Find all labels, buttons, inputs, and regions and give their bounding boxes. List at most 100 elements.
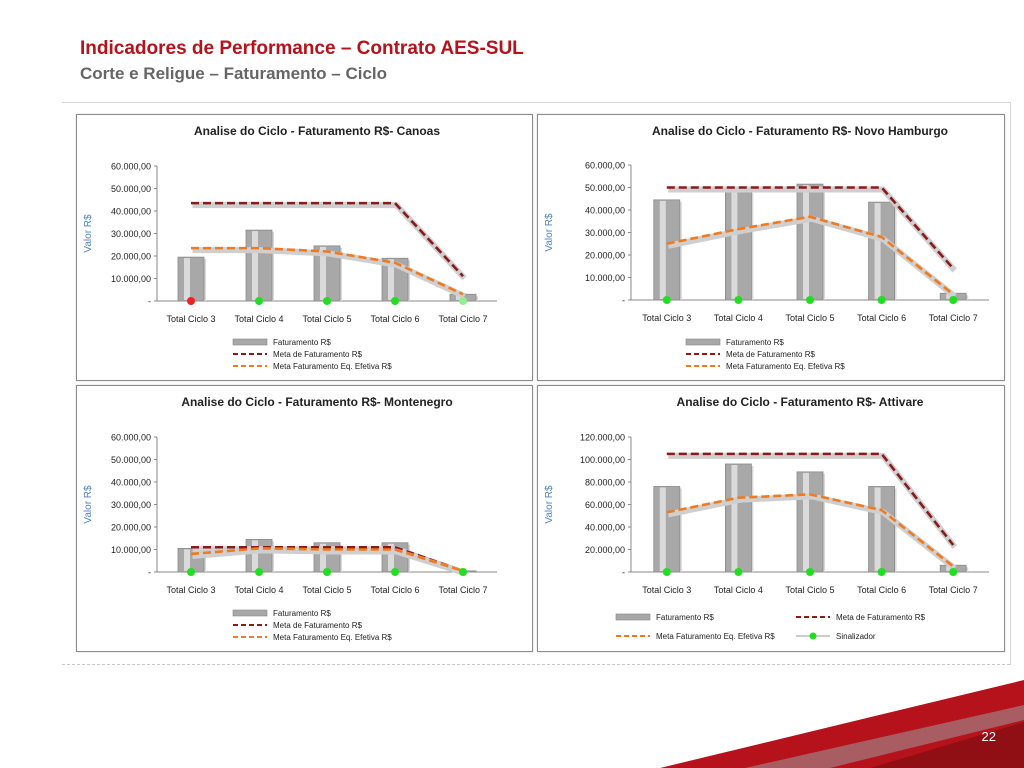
legend-item-label: Meta Faturamento Eq. Efetiva R$ <box>726 362 845 371</box>
line-meta-faturamento <box>191 201 464 278</box>
signal-marker <box>187 568 195 576</box>
y-tick-label: 20.000,00 <box>585 545 625 555</box>
bar-highlight <box>803 185 809 299</box>
legend-swatch-bar <box>615 613 651 621</box>
legend-swatch-marker <box>809 632 817 640</box>
y-tick-label: 60.000,00 <box>111 433 151 443</box>
chart-svg: Analise do Ciclo - Faturamento R$- Novo … <box>544 124 989 371</box>
legend-swatch-bar <box>232 338 268 346</box>
x-tick-label: Total Ciclo 6 <box>857 313 906 323</box>
legend-item-label: Meta de Faturamento R$ <box>836 613 925 622</box>
y-axis-label: Valor R$ <box>544 485 555 524</box>
legend-swatch-bar <box>685 338 721 346</box>
signal-marker <box>877 296 886 304</box>
line-meta-eq-efetiva <box>190 547 464 573</box>
bar-highlight <box>320 543 326 571</box>
y-tick-label: 50.000,00 <box>585 183 625 193</box>
bar-highlight <box>388 543 394 571</box>
signal-marker <box>391 297 399 305</box>
bar-highlight <box>456 295 462 300</box>
bar-highlight <box>803 472 809 571</box>
y-tick-label: 40.000,00 <box>111 478 151 488</box>
y-tick-label: 40.000,00 <box>585 206 625 216</box>
x-tick-label: Total Ciclo 4 <box>234 585 283 595</box>
y-tick-label: 80.000,00 <box>585 478 625 488</box>
y-tick-label: 20.000,00 <box>111 252 151 262</box>
y-tick-label: 100.000,00 <box>580 455 625 465</box>
y-tick-label: 30.000,00 <box>111 229 151 239</box>
bar-faturamento <box>724 463 752 573</box>
y-tick-label: 40.000,00 <box>111 207 151 217</box>
chart-title: Analise do Ciclo - Faturamento R$- Canoa… <box>194 124 440 138</box>
y-tick-label: 50.000,00 <box>111 184 151 194</box>
line-shadow <box>192 547 466 576</box>
legend-item-label: Faturamento R$ <box>273 609 331 618</box>
bar-faturamento <box>177 256 205 302</box>
signal-marker <box>734 568 743 576</box>
chart-title: Analise do Ciclo - Faturamento R$- Monte… <box>181 395 452 409</box>
bar-highlight <box>659 487 666 571</box>
x-tick-label: Total Ciclo 7 <box>438 314 487 324</box>
bar-highlight <box>252 231 258 300</box>
bar-faturamento <box>653 486 681 573</box>
y-tick-label: - <box>622 568 625 578</box>
line-meta-eq-efetiva <box>666 493 955 568</box>
chart-panel-attivare: Analise do Ciclo - Faturamento R$- Attiv… <box>537 385 1005 652</box>
line-meta-faturamento <box>191 545 464 573</box>
line-shadow <box>667 493 957 571</box>
x-tick-label: Total Ciclo 3 <box>166 314 215 324</box>
x-tick-label: Total Ciclo 3 <box>166 585 215 595</box>
legend-item-label: Faturamento R$ <box>656 613 714 622</box>
y-tick-label: 60.000,00 <box>111 162 151 172</box>
chart-title: Analise do Ciclo - Faturamento R$- Novo … <box>652 124 948 138</box>
signal-marker <box>662 296 671 304</box>
charts-area-frame <box>62 102 1011 665</box>
bar-faturamento <box>653 199 681 301</box>
line-shadow <box>192 202 467 281</box>
y-tick-label: - <box>622 296 625 306</box>
chart-svg: Analise do Ciclo - Faturamento R$- Attiv… <box>544 395 989 641</box>
y-axis-label: Valor R$ <box>544 213 555 252</box>
bar-highlight <box>184 549 190 571</box>
y-tick-label: - <box>148 297 151 307</box>
bar-faturamento <box>868 201 896 301</box>
y-tick-label: 40.000,00 <box>585 523 625 533</box>
bar-faturamento <box>796 183 824 301</box>
signal-marker <box>323 568 331 576</box>
bar-faturamento <box>796 471 824 573</box>
signal-marker <box>949 296 958 304</box>
legend-item-label: Meta Faturamento Eq. Efetiva R$ <box>273 362 392 371</box>
bar-faturamento <box>245 229 273 302</box>
x-tick-label: Total Ciclo 3 <box>642 313 691 323</box>
chart-svg: Analise do Ciclo - Faturamento R$- Canoa… <box>83 124 497 371</box>
bar-highlight <box>946 294 953 299</box>
legend-item-label: Meta de Faturamento R$ <box>273 621 362 630</box>
chart-panel-canoas: Analise do Ciclo - Faturamento R$- Canoa… <box>76 114 533 381</box>
dashed-divider <box>62 664 1010 665</box>
bar-highlight <box>388 259 394 300</box>
y-tick-label: 10.000,00 <box>111 274 151 284</box>
bar-highlight <box>946 566 953 571</box>
line-meta-eq-efetiva <box>191 246 464 296</box>
y-tick-label: 120.000,00 <box>580 433 625 443</box>
x-tick-label: Total Ciclo 6 <box>857 585 906 595</box>
y-axis-label: Valor R$ <box>83 214 94 253</box>
slide-title: Indicadores de Performance – Contrato AE… <box>80 38 524 59</box>
bar-highlight <box>252 540 258 571</box>
signal-marker <box>323 297 331 305</box>
signal-marker <box>255 297 263 305</box>
x-tick-label: Total Ciclo 6 <box>370 314 419 324</box>
x-tick-label: Total Ciclo 4 <box>714 585 763 595</box>
line-meta-eq-efetiva <box>666 215 955 296</box>
chart-svg: Analise do Ciclo - Faturamento R$- Monte… <box>83 395 497 642</box>
x-tick-label: Total Ciclo 5 <box>785 585 834 595</box>
bar-faturamento <box>724 190 752 301</box>
legend-item-label: Meta de Faturamento R$ <box>726 350 815 359</box>
x-tick-label: Total Ciclo 5 <box>785 313 834 323</box>
x-tick-label: Total Ciclo 3 <box>642 585 691 595</box>
y-axis-label: Valor R$ <box>83 485 94 524</box>
x-tick-label: Total Ciclo 5 <box>302 585 351 595</box>
legend-item-label: Faturamento R$ <box>273 338 331 347</box>
legend-item-label: Faturamento R$ <box>726 338 784 347</box>
y-tick-label: 20.000,00 <box>111 523 151 533</box>
